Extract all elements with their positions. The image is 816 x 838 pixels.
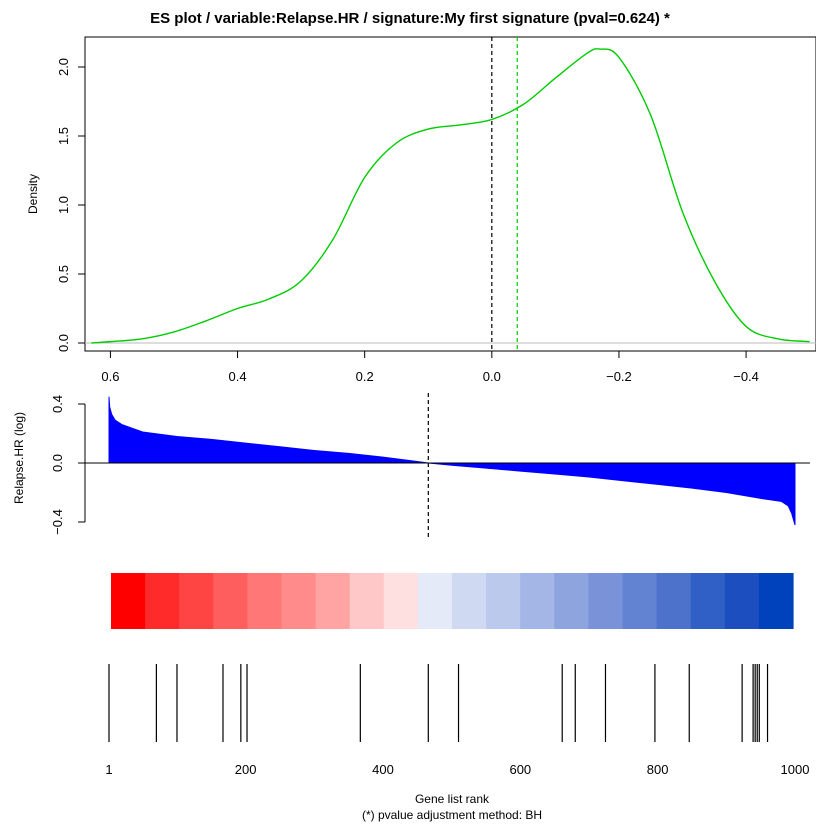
color-bar-cell bbox=[452, 573, 487, 629]
density-y-tick-label: 2.0 bbox=[56, 58, 71, 76]
color-bar-cell bbox=[588, 573, 624, 629]
hit-ticks-panel: 1 200 400 600 800 1000 Gene list rank (*) pva… bbox=[105, 664, 809, 822]
density-x-tick-label: 0.0 bbox=[483, 369, 501, 384]
relapse-hr-plot-area bbox=[85, 393, 810, 537]
color-bar-cell bbox=[213, 573, 248, 629]
rank-x-tick-label: 400 bbox=[372, 762, 394, 777]
color-bar-cell bbox=[145, 573, 180, 629]
color-bar-cell bbox=[383, 573, 419, 629]
relapse-hr-y-tick-label: 0.4 bbox=[50, 395, 65, 413]
density-y-axis: 0.0 0.5 1.0 1.5 2.0 bbox=[56, 58, 86, 352]
density-plot-area bbox=[85, 37, 816, 351]
adjustment-note: (*) pvalue adjustment method: BH bbox=[362, 808, 542, 822]
color-bar-cell bbox=[315, 573, 351, 629]
relapse-hr-area bbox=[108, 396, 796, 526]
color-bar-cell bbox=[758, 573, 794, 629]
relapse-hr-panel: Relapse.HR (log) −0.4 0.0 0.4 bbox=[12, 393, 810, 537]
color-bar-cell bbox=[554, 573, 589, 629]
relapse-hr-y-axis: −0.4 0.0 0.4 bbox=[50, 395, 86, 535]
hit-ticks bbox=[108, 664, 769, 742]
density-y-tick-label: 0.5 bbox=[56, 265, 71, 283]
rank-x-tick-label: 1 bbox=[105, 762, 112, 777]
color-bar-cell bbox=[247, 573, 283, 629]
density-x-tick-label: 0.4 bbox=[229, 369, 247, 384]
relapse-hr-y-tick-label: 0.0 bbox=[50, 454, 65, 472]
density-y-axis-label: Density bbox=[26, 174, 40, 214]
color-bar-cell bbox=[622, 573, 658, 629]
density-x-tick-label: −0.2 bbox=[606, 369, 632, 384]
color-bar-cell bbox=[281, 573, 317, 629]
density-y-tick-label: 1.5 bbox=[56, 127, 71, 145]
chart-title: ES plot / variable:Relapse.HR / signatur… bbox=[150, 10, 670, 27]
color-bar-cell bbox=[417, 573, 453, 629]
rank-x-tick-label: 600 bbox=[509, 762, 531, 777]
density-x-tick-label: 0.2 bbox=[356, 369, 374, 384]
color-bar-cell bbox=[724, 573, 760, 629]
rank-x-tick-label: 1000 bbox=[781, 762, 810, 777]
color-bar-cell bbox=[111, 573, 146, 629]
density-y-tick-label: 0.0 bbox=[56, 334, 71, 352]
color-bar-cell bbox=[656, 573, 692, 629]
rank-x-tick-label: 200 bbox=[235, 762, 257, 777]
color-bar-cell bbox=[690, 573, 726, 629]
density-curve bbox=[91, 48, 810, 344]
density-x-tick-label: −0.4 bbox=[733, 369, 759, 384]
color-bar-cell bbox=[349, 573, 385, 629]
color-bar-cell bbox=[520, 573, 555, 629]
density-y-tick-label: 1.0 bbox=[56, 196, 71, 214]
rank-color-bar bbox=[111, 573, 794, 629]
color-bar-cell bbox=[179, 573, 214, 629]
rank-x-tick-label: 800 bbox=[647, 762, 669, 777]
rank-x-axis: 1 200 400 600 800 1000 bbox=[105, 762, 809, 777]
color-bar-cell bbox=[486, 573, 521, 629]
relapse-hr-y-tick-label: −0.4 bbox=[50, 509, 65, 535]
density-panel: Density 0.0 0.5 1.0 1.5 2.0 0.6 0.4 0.2 0.0 −0.2… bbox=[26, 36, 816, 384]
relapse-hr-y-axis-label: Relapse.HR (log) bbox=[12, 412, 26, 504]
density-x-tick-label: 0.6 bbox=[101, 369, 119, 384]
density-x-axis: 0.6 0.4 0.2 0.0 −0.2 −0.4 bbox=[101, 350, 759, 384]
rank-x-axis-label: Gene list rank bbox=[415, 792, 490, 806]
density-plot-frame bbox=[84, 36, 816, 352]
